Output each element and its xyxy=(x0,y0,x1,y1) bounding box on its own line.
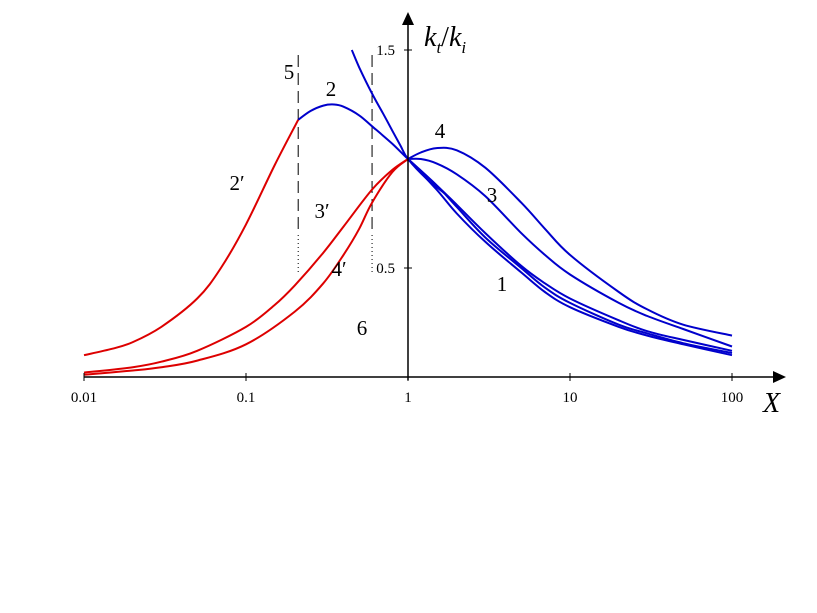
curve-2-prime-3 xyxy=(83,119,300,357)
curve-label-1: 1 xyxy=(497,272,508,296)
curve-label-2-prime: 2′ xyxy=(229,171,244,195)
axes xyxy=(84,12,786,383)
curve-label-2: 2 xyxy=(326,77,337,101)
curve-unlabeled-8 xyxy=(350,49,446,195)
x-tick-label: 0.01 xyxy=(71,390,97,406)
x-axis-arrow xyxy=(773,371,786,383)
curve-3-prime-5 xyxy=(83,158,409,374)
curve-1-0 xyxy=(407,158,733,357)
x-tick-label: 0.1 xyxy=(237,390,256,406)
y-axis-arrow xyxy=(402,12,414,25)
curve-label-4-prime: 4′ xyxy=(331,257,346,281)
curve-1-1 xyxy=(407,158,733,354)
y-axis-title: kt/ki xyxy=(424,22,466,57)
marker-lines xyxy=(297,55,373,272)
curve-label-3-prime: 3′ xyxy=(314,199,329,223)
x-tick-label: 10 xyxy=(563,390,578,406)
curves xyxy=(83,49,733,376)
curve-label-3: 3 xyxy=(487,183,498,207)
curve-4-6 xyxy=(407,146,733,337)
x-axis-title: X xyxy=(762,388,781,419)
curve-labels: 1 2 2′ 3 3′ 4 4′ 5 6 xyxy=(229,60,507,340)
curve-2-2 xyxy=(297,103,733,352)
curve-4-prime-7 xyxy=(83,158,409,376)
curve-label-4: 4 xyxy=(435,119,446,143)
curve-3-4 xyxy=(407,157,733,348)
curve-label-5: 5 xyxy=(284,60,295,84)
y-tick-label: 1.5 xyxy=(376,43,395,59)
tick-labels: 0.01 0.1 1 10 100 0.5 1.5 xyxy=(71,43,743,406)
x-tick-label: 100 xyxy=(721,390,744,406)
y-tick-label: 0.5 xyxy=(376,261,395,277)
region-label-6: 6 xyxy=(357,316,368,340)
x-tick-label: 1 xyxy=(404,390,412,406)
